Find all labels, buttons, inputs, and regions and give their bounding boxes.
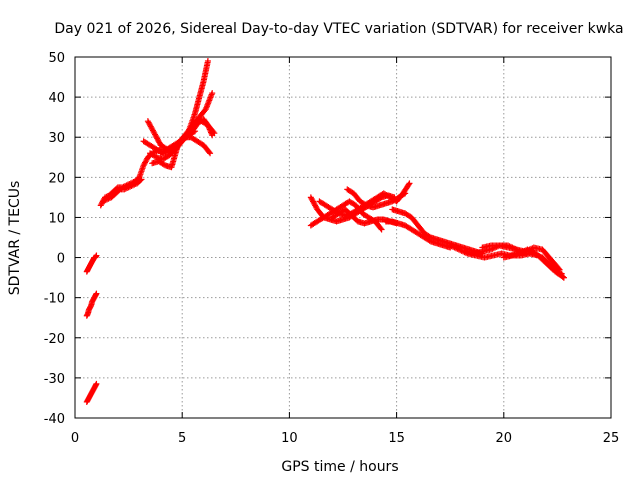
y-tick-label: 10 [48,211,65,226]
data-point [405,181,412,188]
data-point [93,252,100,259]
series-arc-decline-2 [382,218,454,251]
data-point [138,176,145,183]
data-point [207,150,214,157]
data-point [204,58,211,65]
tick-layer: 0 5 10 15 20 25 -40 -30 -20 -10 0 10 20 30 40 50 [44,51,620,446]
y-tick-label: 30 [48,131,65,146]
data-point [400,191,407,198]
x-tick-label: 5 [178,431,186,446]
series-arc-rise-2 [99,176,145,205]
series-arc-decline [389,206,486,257]
data-layer [83,58,567,405]
series-arc-mid-e [183,116,216,141]
chart-title: Day 021 of 2026, Sidereal Day-to-day VTE… [54,21,623,37]
y-tick-label: 20 [48,171,65,186]
y-tick-label: 0 [57,252,65,267]
data-point [209,90,216,97]
data-point [93,290,100,297]
data-point [206,149,213,156]
y-tick-label: -20 [44,332,65,347]
series-arc-day-5 [344,186,409,211]
x-tick-label: 10 [281,431,298,446]
plot-frame [74,56,612,419]
data-point [559,273,566,280]
y-tick-label: 50 [48,51,65,66]
y-tick-label: -30 [44,372,65,387]
data-point [560,274,567,281]
y-tick-label: -10 [44,292,65,307]
data-point [209,132,216,139]
series-arc-low-1 [83,380,100,405]
series-arc-low-3 [83,252,100,275]
data-point [406,180,413,187]
x-tick-label: 0 [71,431,79,446]
data-point [377,225,384,232]
data-point [137,177,144,184]
series-arc-late-4 [500,250,567,281]
data-point [378,226,385,233]
y-tick-label: -40 [44,412,65,427]
y-tick-label: 40 [48,91,65,106]
data-point [402,190,409,197]
x-tick-label: 25 [603,431,620,446]
x-tick-label: 15 [388,431,405,446]
series-arc-low-2 [83,290,100,319]
y-axis-label: SDTVAR / TECUs [7,181,23,296]
x-tick-label: 20 [496,431,513,446]
x-axis-label: GPS time / hours [281,459,398,475]
data-point [93,380,100,387]
grid-layer [75,57,611,418]
